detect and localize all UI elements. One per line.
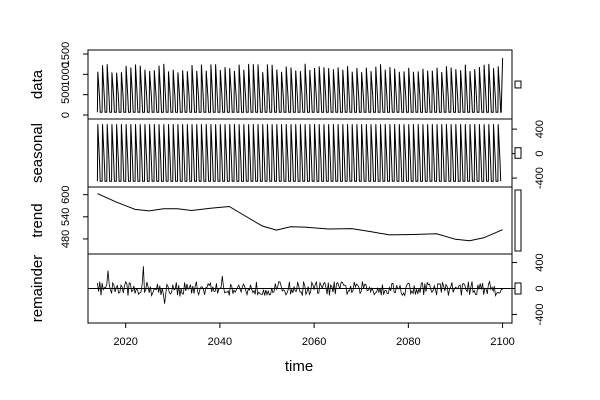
y-tick-label-trend-2: 600 <box>60 186 72 204</box>
x-tick-label-4: 2100 <box>490 336 514 348</box>
x-axis-title: time <box>285 358 313 375</box>
range-bar-remainder <box>514 282 522 295</box>
x-tick-label-1: 2040 <box>208 336 232 348</box>
range-bar-data <box>514 80 522 89</box>
series-line-seasonal <box>96 124 502 182</box>
panel-seasonal: -400 0 400 seasonal <box>29 118 546 189</box>
range-bar-trend <box>514 189 522 252</box>
y-tick-label-seasonal-1: 0 <box>534 151 546 157</box>
y-tick-label-data-1: 500 <box>60 85 72 103</box>
panel-label-data: data <box>29 69 46 99</box>
y-tick-label-remainder-0: -400 <box>534 303 546 325</box>
y-tick-label-remainder-1: 0 <box>534 285 546 291</box>
y-tick-label-data-2: 1000 <box>60 62 72 86</box>
x-tick-label-2: 2060 <box>302 336 326 348</box>
y-tick-label-trend-0: 480 <box>60 230 72 248</box>
y-tick-label-trend-1: 540 <box>60 208 72 226</box>
series-line-data <box>96 58 504 113</box>
panel-label-seasonal: seasonal <box>29 123 46 183</box>
series-line-trend <box>97 193 503 242</box>
panel-label-trend: trend <box>29 203 46 237</box>
series-line-remainder <box>97 266 503 304</box>
x-tick-label-3: 2080 <box>396 336 420 348</box>
y-tick-label-remainder-2: 400 <box>534 253 546 271</box>
panel-trend: 480 540 600 trend <box>29 186 522 255</box>
time-axis: 2020 2040 2060 2080 2100 <box>113 322 515 348</box>
panel-label-remainder: remainder <box>29 255 46 323</box>
range-bar-seasonal <box>514 147 522 159</box>
y-tick-label-seasonal-2: 400 <box>534 120 546 138</box>
y-tick-label-data-3: 1500 <box>60 42 72 66</box>
y-tick-label-data-0: 0 <box>60 112 72 118</box>
x-tick-label-0: 2020 <box>113 336 137 348</box>
y-tick-label-seasonal-0: -400 <box>534 167 546 189</box>
